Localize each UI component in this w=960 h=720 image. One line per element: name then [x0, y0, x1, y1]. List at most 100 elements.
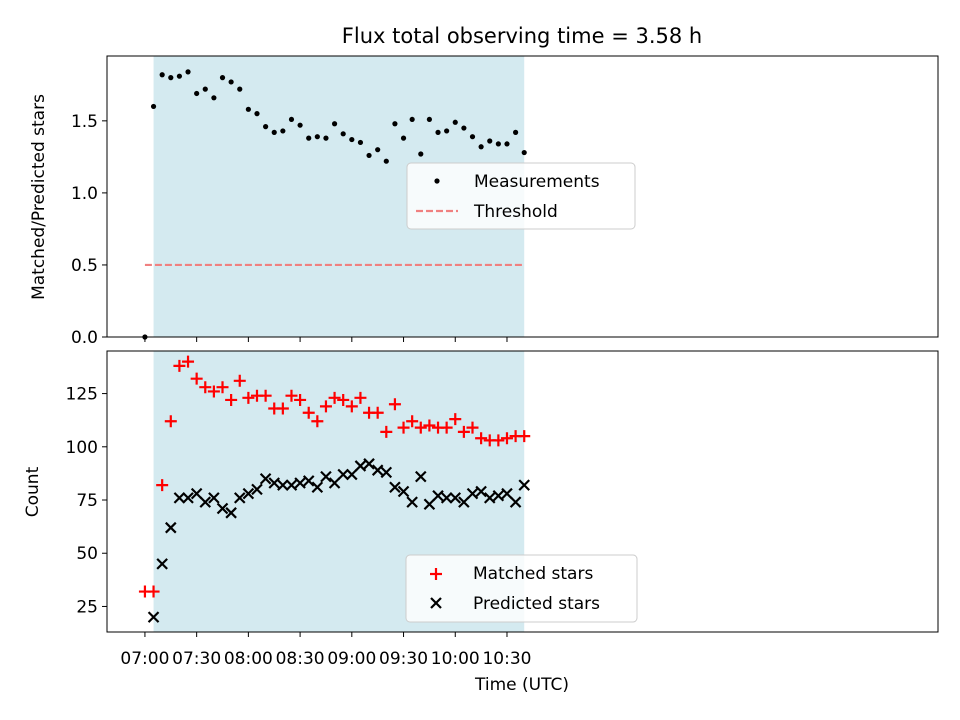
top-axes-frame — [106, 55, 939, 338]
predicted-star-point — [483, 492, 496, 504]
matched-star-point — [285, 389, 298, 402]
measurement-point — [176, 73, 183, 79]
predicted-star-point — [466, 487, 479, 500]
matched-star-point — [182, 355, 195, 368]
predicted-star-point — [492, 489, 505, 502]
x-axis-label: Time (UTC) — [474, 675, 569, 695]
matched-star-point — [164, 415, 177, 428]
matched-star-point — [492, 434, 505, 447]
chart-title: Flux total observing time = 3.58 h — [342, 24, 702, 48]
predicted-star-point — [156, 558, 168, 570]
matched-star-point — [475, 432, 488, 445]
predicted-star-point — [363, 458, 375, 470]
measurement-point — [331, 121, 338, 127]
matched-star-point — [207, 385, 220, 398]
predicted-star-point — [354, 460, 367, 472]
predicted-star-point — [346, 468, 358, 481]
matched-star-point — [345, 400, 358, 413]
predicted-star-point — [389, 481, 401, 494]
predicted-star-point — [518, 479, 531, 491]
legend-predicted-stars-marker — [430, 597, 442, 609]
matched-star-point — [406, 415, 419, 428]
measurement-point — [168, 75, 174, 81]
legend-measurements-label: Measurements — [474, 172, 600, 192]
matched-star-point — [311, 415, 324, 428]
measurement-point — [521, 149, 527, 156]
matched-star-point — [449, 413, 462, 426]
predicted-star-point — [371, 464, 384, 476]
top-y-axis-label: Matched/Predicted stars — [29, 94, 49, 300]
predicted-star-point — [328, 477, 341, 489]
measurement-point — [469, 134, 476, 140]
matched-star-point — [233, 374, 246, 387]
measurement-point — [280, 128, 286, 134]
x-tick-label: 08:00 — [224, 649, 273, 669]
measurement-point — [409, 116, 415, 123]
matched-star-point — [328, 391, 341, 404]
measurement-point — [150, 103, 157, 110]
matched-star-point — [156, 479, 169, 492]
predicted-star-point — [294, 477, 306, 489]
predicted-star-point — [233, 492, 246, 504]
top-legend: Measurements Threshold — [406, 162, 636, 230]
measurement-point — [219, 75, 226, 81]
legend-matched-stars-label: Matched stars — [473, 564, 593, 584]
matched-star-point — [423, 419, 436, 432]
predicted-star-point — [440, 492, 453, 504]
measurement-point — [435, 129, 441, 135]
bottom-y-tick-label: 25 — [76, 597, 98, 617]
predicted-star-point — [475, 485, 487, 498]
measurement-point — [495, 141, 501, 147]
bottom-y-tick-label: 125 — [66, 385, 98, 405]
predicted-star-point — [311, 481, 324, 494]
measurement-point — [211, 95, 217, 101]
x-tick-label: 07:00 — [120, 649, 169, 669]
matched-star-point — [190, 372, 203, 385]
matched-star-point — [276, 402, 289, 415]
x-tick-label: 07:30 — [172, 649, 221, 669]
bottom-legend: Matched stars Predicted stars — [405, 554, 638, 623]
predicted-star-point — [225, 507, 237, 519]
measurement-point — [159, 72, 165, 78]
legend-threshold-label: Threshold — [473, 202, 558, 222]
measurement-point — [288, 116, 295, 123]
matched-star-point — [440, 421, 453, 434]
matched-star-point — [259, 389, 272, 402]
x-tick-label: 09:30 — [379, 649, 428, 669]
measurement-point — [461, 125, 467, 131]
predicted-star-point — [199, 496, 212, 508]
predicted-star-point — [458, 496, 470, 508]
legend-measurements-marker — [434, 178, 440, 184]
matched-star-point — [414, 421, 427, 434]
measurement-point — [271, 129, 277, 135]
top-y-tick-label: 0.5 — [71, 256, 98, 276]
matched-star-point — [518, 430, 531, 443]
measurement-point — [323, 135, 329, 141]
measurement-point — [237, 86, 243, 92]
measurement-point — [228, 79, 234, 85]
measurement-point — [504, 141, 510, 147]
matched-star-point — [147, 585, 160, 598]
matched-star-point — [371, 406, 384, 419]
measurement-point — [400, 135, 407, 141]
matched-star-point — [457, 425, 470, 438]
measurement-point — [194, 90, 200, 97]
measurement-point — [375, 147, 381, 153]
predicted-star-point — [251, 483, 263, 496]
measurement-point — [452, 119, 458, 125]
predicted-star-point — [259, 472, 272, 485]
predicted-star-point — [449, 492, 462, 504]
measurement-point — [357, 139, 364, 146]
top-legend-box — [406, 162, 636, 230]
measurement-point — [340, 131, 346, 137]
predicted-star-point — [242, 487, 255, 500]
matched-star-point — [302, 406, 315, 419]
predicted-star-point — [406, 496, 418, 508]
bottom-y-axis-label: Count — [23, 466, 43, 517]
measurement-point — [349, 136, 355, 143]
top-y-tick-label: 1.5 — [71, 112, 98, 132]
bottom-panel: 25 50 75 100 125 07:00 07:30 08:00 08:30 09:00 09… — [23, 350, 939, 695]
measurement-point — [263, 124, 269, 130]
predicted-star-point — [397, 485, 410, 498]
